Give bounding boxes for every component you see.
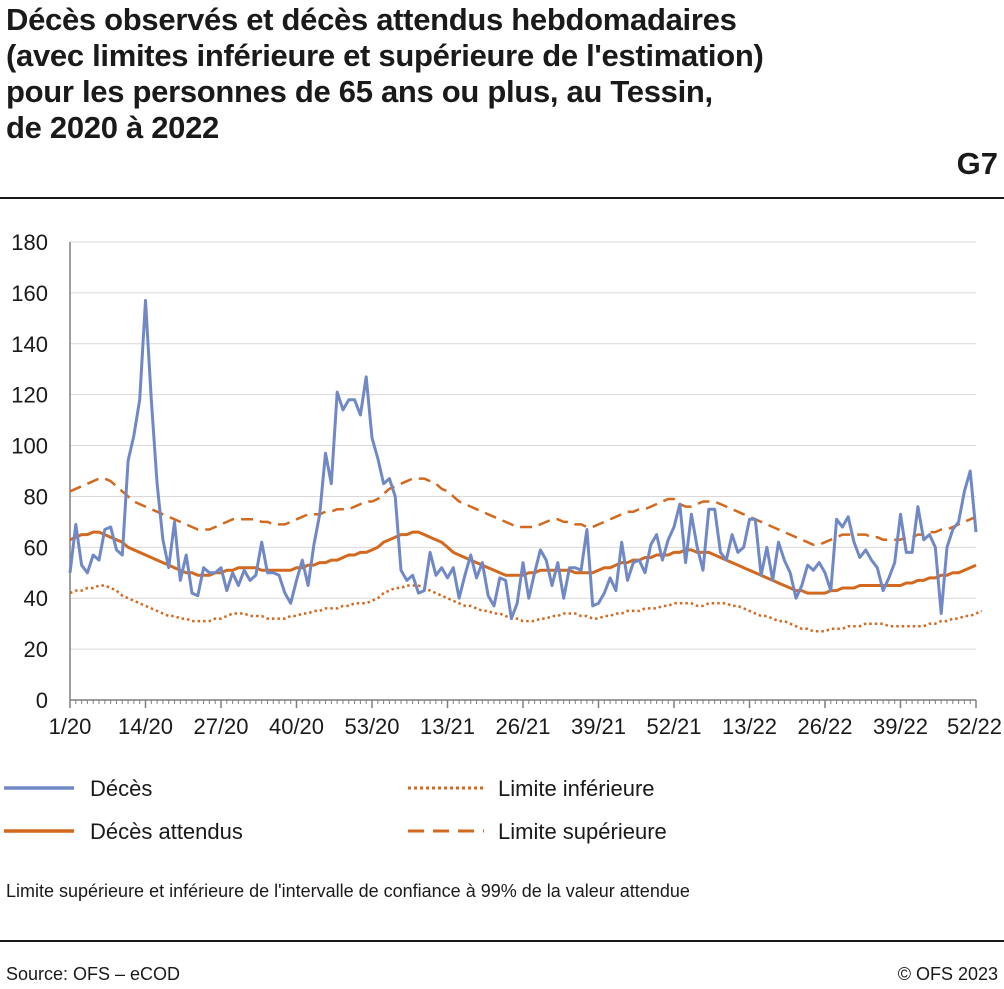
y-tick-label: 180 bbox=[11, 230, 48, 255]
copyright-text: © OFS 2023 bbox=[897, 964, 998, 984]
y-tick-label: 120 bbox=[11, 383, 48, 408]
series-limite-superieure bbox=[69, 477, 977, 547]
y-tick-label: 140 bbox=[11, 332, 48, 357]
header-divider bbox=[0, 197, 1004, 199]
legend-label-attendus: Décès attendus bbox=[90, 819, 243, 844]
y-tick-label: 160 bbox=[11, 281, 48, 306]
line-chart: 0 20 40 60 80 100 120 140 160 180 1/20 14/20 27/20 40… bbox=[11, 230, 1002, 739]
y-tick-label: 20 bbox=[24, 637, 48, 662]
x-tick-label: 39/22 bbox=[873, 714, 928, 739]
x-tick-label: 52/22 bbox=[947, 714, 1002, 739]
y-tick-label: 100 bbox=[11, 434, 48, 459]
x-tick-label: 52/21 bbox=[646, 714, 701, 739]
x-tick-label: 13/21 bbox=[420, 714, 475, 739]
x-tick-label: 13/22 bbox=[722, 714, 777, 739]
title-line: pour les personnes de 65 ans ou plus, au… bbox=[6, 74, 713, 109]
legend-swatch-attendus bbox=[4, 829, 74, 833]
footnote: Limite supérieure et inférieure de l'int… bbox=[6, 881, 690, 901]
x-tick-label: 26/21 bbox=[495, 714, 550, 739]
x-tick-label: 40/20 bbox=[269, 714, 324, 739]
title-line: Décès observés et décès attendus hebdoma… bbox=[6, 2, 737, 37]
legend-swatch-deces bbox=[4, 786, 74, 790]
x-tick-label: 27/20 bbox=[193, 714, 248, 739]
title-line: de 2020 à 2022 bbox=[6, 110, 219, 145]
legend-label-deces: Décès bbox=[90, 776, 153, 801]
footer-divider bbox=[0, 940, 1004, 942]
x-tick-label: 26/22 bbox=[797, 714, 852, 739]
x-tick-label: 1/20 bbox=[49, 714, 92, 739]
x-tick-label: 39/21 bbox=[571, 714, 626, 739]
legend-label-limite-superieure: Limite supérieure bbox=[498, 819, 667, 844]
y-tick-label: 60 bbox=[24, 535, 48, 560]
chart-title: Décès observés et décès attendus hebdoma… bbox=[6, 2, 906, 146]
source-text: Source: OFS – eCOD bbox=[6, 964, 181, 984]
legend-label-limite-inferieure: Limite inférieure bbox=[498, 776, 655, 801]
y-tick-label: 80 bbox=[24, 484, 48, 509]
y-tick-label: 40 bbox=[24, 586, 48, 611]
x-tick-label: 53/20 bbox=[344, 714, 399, 739]
series-deces bbox=[68, 299, 978, 621]
x-tick-label: 14/20 bbox=[118, 714, 173, 739]
y-tick-label: 0 bbox=[36, 688, 48, 713]
title-line: (avec limites inférieure et supérieure d… bbox=[6, 38, 764, 73]
legend-swatch-limite-superieure bbox=[408, 829, 484, 833]
series-limite-inferieure bbox=[69, 584, 983, 633]
legend-swatch-limite-inferieure bbox=[408, 786, 484, 790]
chart-code: G7 bbox=[956, 146, 998, 181]
